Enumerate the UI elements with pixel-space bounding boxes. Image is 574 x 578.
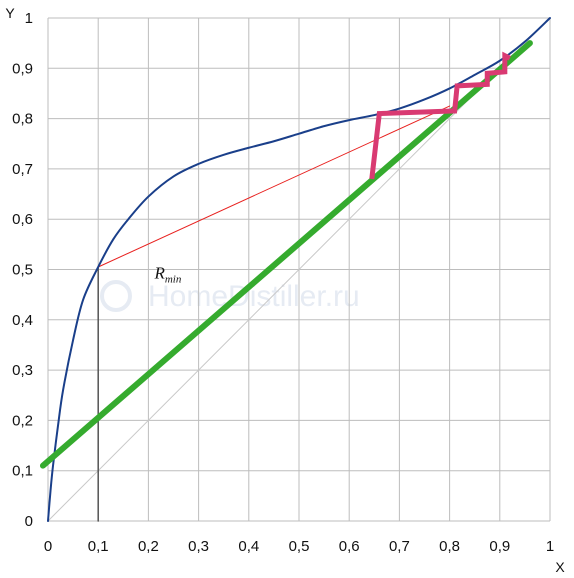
watermark: HomeDistiller.ru — [100, 280, 360, 313]
rmin-label: R — [153, 263, 165, 282]
x-tick-label: 0,1 — [88, 538, 109, 555]
y-tick-label: 0,1 — [12, 463, 33, 480]
y-tick-label: 0 — [25, 513, 33, 530]
grid — [47, 17, 551, 522]
x-tick-label: 0,9 — [489, 538, 510, 555]
x-tick-labels: 0 0,1 0,2 0,3 0,4 0,5 0,6 0,7 0,8 0,9 1 — [44, 538, 554, 555]
y-tick-labels: 0 0,1 0,2 0,3 0,4 0,5 0,6 0,7 0,8 0,9 1 — [12, 10, 33, 530]
x-tick-label: 0,2 — [138, 538, 159, 555]
x-axis-title: X — [555, 559, 565, 575]
y-tick-label: 0,9 — [12, 60, 33, 77]
minimum-reflux-line-line — [97, 105, 451, 268]
watermark-drop-icon — [100, 280, 132, 312]
steps-line — [369, 51, 511, 180]
y-tick-label: 0,5 — [12, 262, 33, 279]
x-tick-label: 0,3 — [188, 538, 209, 555]
y-tick-label: 0,7 — [12, 161, 33, 178]
equilibrium-curve-line — [47, 17, 551, 522]
x-tick-label: 0,8 — [439, 538, 460, 555]
y-tick-label: 0,3 — [12, 362, 33, 379]
series-group — [39, 17, 551, 522]
x-tick-label: 0 — [44, 538, 52, 555]
x-tick-label: 0,7 — [389, 538, 410, 555]
y-tick-label: 0,6 — [12, 211, 33, 228]
y-tick-label: 0,8 — [12, 111, 33, 128]
y-axis-title: Y — [5, 5, 15, 21]
x-tick-label: 1 — [546, 538, 554, 555]
x-tick-label: 0,5 — [289, 538, 310, 555]
rmin-annotation: Rmin — [153, 263, 181, 285]
y-tick-label: 0,2 — [12, 412, 33, 429]
rmin-subscript: min — [165, 273, 182, 285]
y-tick-label: 1 — [25, 10, 33, 27]
y-tick-label: 0,4 — [12, 312, 33, 329]
x-tick-label: 0,4 — [238, 538, 259, 555]
x-tick-label: 0,6 — [339, 538, 360, 555]
